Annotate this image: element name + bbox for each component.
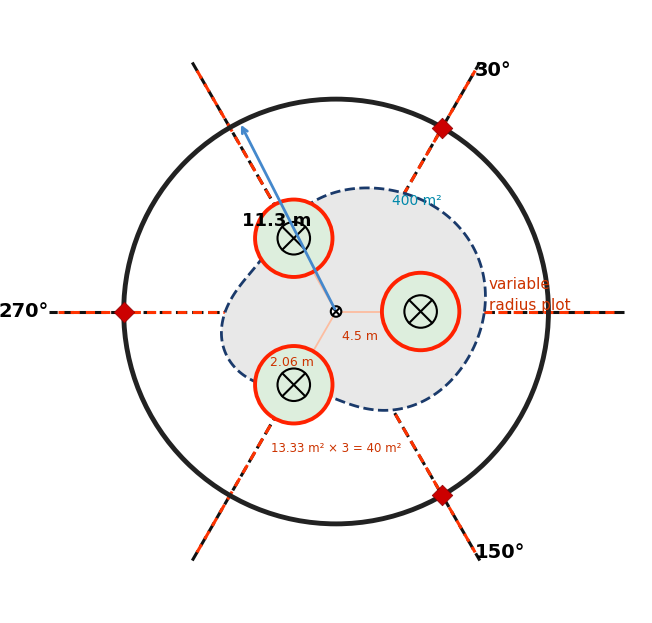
Text: 150°: 150° <box>475 543 526 562</box>
Circle shape <box>382 273 460 350</box>
Text: variable
radius plot: variable radius plot <box>489 277 570 313</box>
Point <box>437 490 447 500</box>
Circle shape <box>255 346 333 424</box>
Text: 400 m²: 400 m² <box>393 194 442 208</box>
Circle shape <box>331 307 342 316</box>
Circle shape <box>255 199 333 277</box>
Text: 270°: 270° <box>0 302 48 321</box>
Text: 11.3 m: 11.3 m <box>242 212 312 230</box>
Point <box>437 123 447 133</box>
Text: 4.5 m: 4.5 m <box>342 330 378 343</box>
Text: 30°: 30° <box>475 61 512 80</box>
Point <box>119 307 129 316</box>
Text: 13.33 m² × 3 = 40 m²: 13.33 m² × 3 = 40 m² <box>271 442 401 455</box>
Text: 2.06 m: 2.06 m <box>270 356 314 369</box>
Polygon shape <box>222 188 486 411</box>
